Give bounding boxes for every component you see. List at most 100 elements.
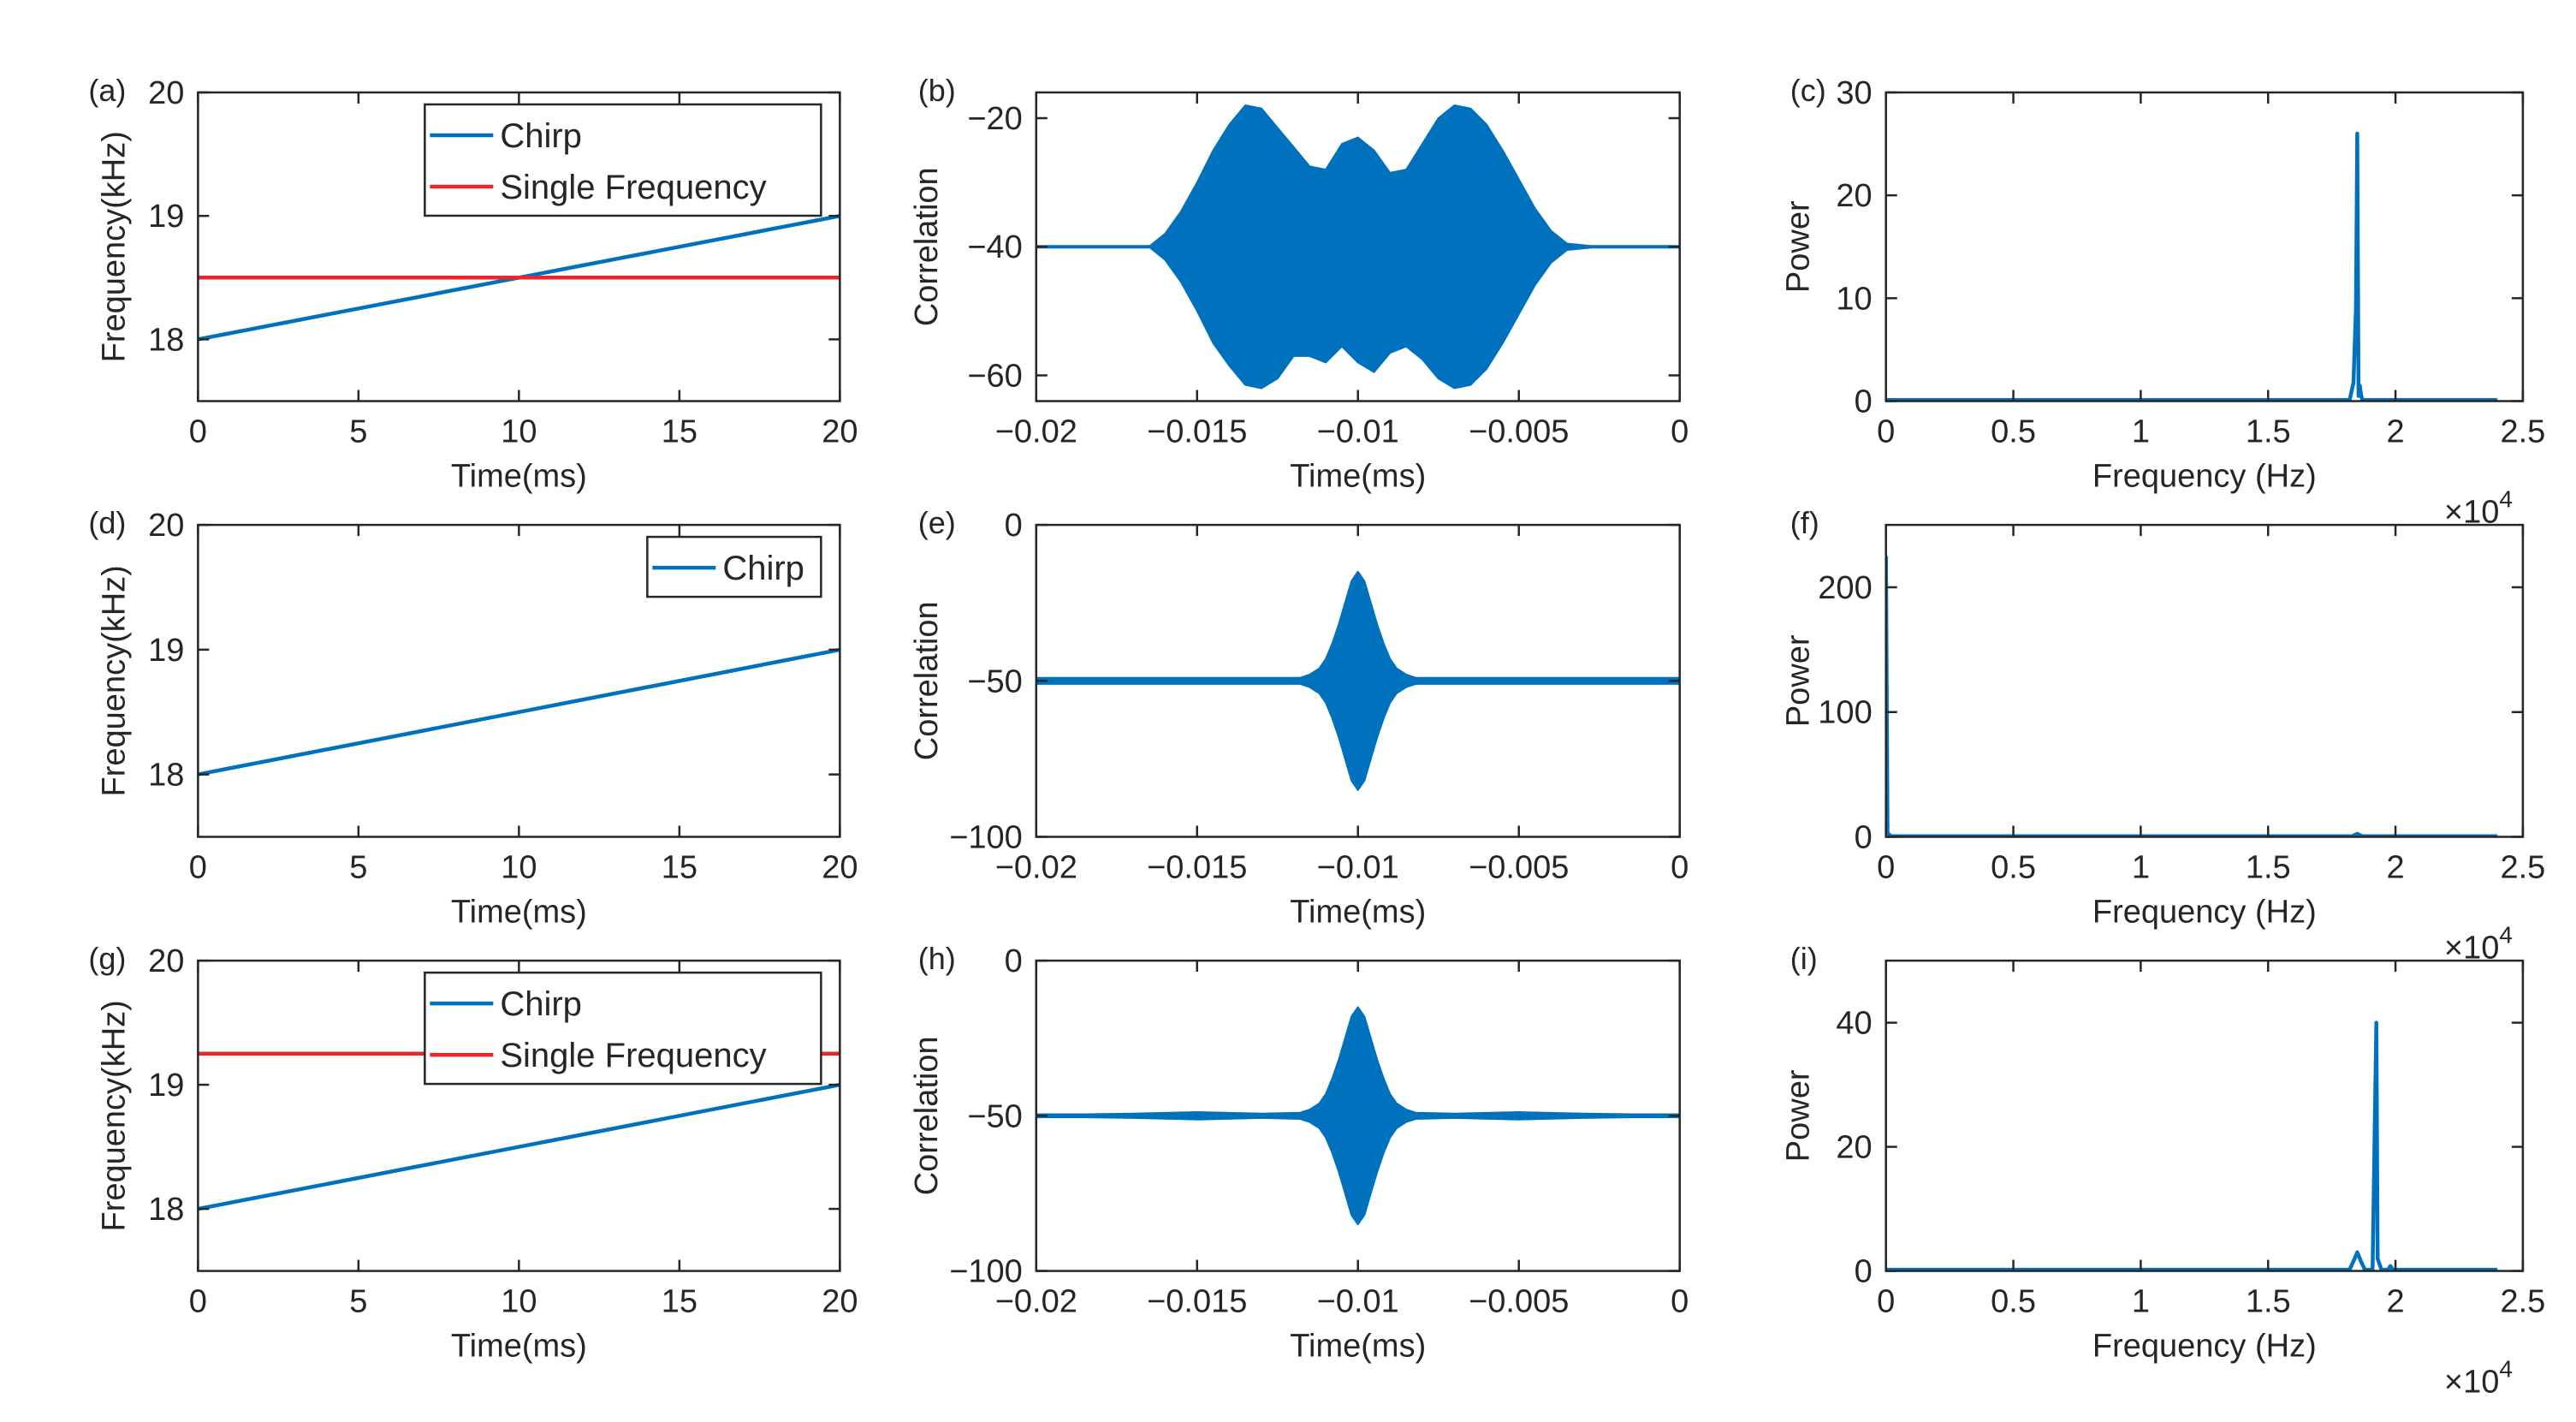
- chart-d: 0 5 10 15 20 18 19 20 Time(ms) Frequency(kHz) (d) C…: [88, 505, 858, 930]
- y-tick-label: −60: [967, 358, 1022, 394]
- y-tick-label: −100: [949, 1254, 1023, 1290]
- y-tick-label: 0: [1855, 384, 1873, 420]
- chart-f: 0 0.5 1 1.5 2 2.5 0 100 200 Frequency (Hz) Power (f…: [1781, 505, 2546, 966]
- x-tick-label: 0: [1671, 414, 1689, 450]
- x-multiplier-exponent: 4: [2499, 486, 2513, 513]
- y-tick-label: −50: [967, 663, 1022, 699]
- legend-label: Chirp: [722, 550, 804, 587]
- chart-h: −0.02 −0.015 −0.01 −0.005 0 −100 −50 0 Time(ms) C…: [909, 941, 1689, 1364]
- legend-label: Single Frequency: [500, 169, 766, 206]
- x-tick-label: 0: [1877, 414, 1895, 450]
- x-tick-label: 0: [189, 414, 207, 450]
- panel-letter: (g): [88, 941, 126, 976]
- x-tick-label: −0.005: [1469, 414, 1569, 450]
- x-tick-label: 1.5: [2246, 414, 2291, 450]
- power-spectrum-line: [1885, 1020, 2498, 1271]
- y-tick-label: 20: [1836, 1130, 1872, 1166]
- x-tick-label: 1: [2132, 1284, 2150, 1320]
- x-tick-label: 1.5: [2246, 849, 2291, 885]
- chart-c: 0 0.5 1 1.5 2 2.5 0 10 20 30 Frequency (Hz) Power (c…: [1781, 73, 2546, 531]
- y-tick-label: 10: [1836, 281, 1872, 317]
- x-tick-label: −0.02: [995, 1284, 1077, 1320]
- legend: Chirp Single Frequency: [424, 103, 822, 217]
- y-tick-label: 19: [148, 199, 184, 235]
- chart-b: −0.02 −0.015 −0.01 −0.005 0 −60 −40 −20 Time(ms)…: [909, 73, 1689, 495]
- legend-box: [424, 103, 822, 217]
- x-tick-label: 20: [822, 414, 858, 450]
- x-tick-label: −0.01: [1317, 849, 1399, 885]
- axes-box: [1885, 91, 2525, 402]
- x-axis-multiplier: ×104: [2444, 1356, 2513, 1401]
- x-axis-multiplier: ×104: [2444, 921, 2513, 966]
- legend: Chirp Single Frequency: [424, 971, 822, 1086]
- y-tick-label: 18: [148, 1192, 184, 1228]
- y-axis-label: Correlation: [909, 601, 945, 760]
- x-tick-label: 20: [822, 1284, 858, 1320]
- x-tick-label: 20: [822, 849, 858, 885]
- x-tick-label: 2: [2387, 849, 2405, 885]
- y-tick-label: 19: [148, 1068, 184, 1104]
- panel-letter: (c): [1790, 73, 1826, 108]
- chirp-line: [198, 1082, 840, 1211]
- panel-letter: (i): [1790, 941, 1818, 976]
- x-multiplier-base: ×10: [2444, 1365, 2499, 1401]
- panel-letter: (d): [88, 505, 126, 540]
- y-tick-label: 200: [1818, 570, 1872, 606]
- legend: Chirp: [646, 535, 822, 598]
- x-tick-label: −0.015: [1147, 849, 1247, 885]
- x-axis-label: Time(ms): [451, 459, 587, 495]
- axes-box: [1885, 959, 2525, 1272]
- x-tick-label: 15: [662, 849, 697, 885]
- y-tick-label: 19: [148, 633, 184, 669]
- y-axis-label: Frequency(kHz): [96, 131, 132, 362]
- x-tick-label: 2: [2387, 1284, 2405, 1320]
- chart-e: −0.02 −0.015 −0.01 −0.005 0 −100 −50 0 Time(ms) C…: [909, 505, 1689, 930]
- plot-area: [1885, 961, 2523, 1271]
- x-tick-label: 0: [189, 849, 207, 885]
- y-tick-label: 40: [1836, 1006, 1872, 1042]
- x-tick-label: 2.5: [2500, 414, 2545, 450]
- x-tick-label: −0.01: [1317, 1284, 1399, 1320]
- chart-a: 0 5 10 15 20 18 19 20 Time(ms) Frequency(kHz) (a) C…: [88, 73, 858, 495]
- legend-label: Single Frequency: [500, 1037, 766, 1074]
- y-tick-label: 0: [1005, 943, 1023, 979]
- y-tick-label: −50: [967, 1098, 1022, 1134]
- x-tick-label: 0: [1671, 849, 1689, 885]
- x-tick-label: 0.5: [1991, 414, 2036, 450]
- x-tick-label: 10: [501, 1284, 537, 1320]
- y-tick-label: 20: [148, 508, 184, 544]
- x-axis-label: Time(ms): [1290, 459, 1426, 495]
- x-tick-label: −0.005: [1469, 1284, 1569, 1320]
- panel-letter: (b): [918, 73, 956, 108]
- x-tick-label: −0.015: [1147, 414, 1247, 450]
- x-tick-label: 5: [349, 1284, 367, 1320]
- y-tick-label: 0: [1005, 508, 1023, 544]
- x-tick-label: 0.5: [1991, 849, 2036, 885]
- x-multiplier-exponent: 4: [2499, 921, 2513, 948]
- y-axis-label: Correlation: [909, 1036, 945, 1195]
- y-axis-label: Power: [1781, 1069, 1817, 1162]
- y-tick-label: −20: [967, 101, 1022, 137]
- x-tick-label: −0.005: [1469, 849, 1569, 885]
- y-tick-label: 20: [148, 75, 184, 111]
- x-tick-label: −0.015: [1147, 1284, 1247, 1320]
- y-tick-label: −40: [967, 229, 1022, 265]
- legend-label: Chirp: [500, 117, 582, 155]
- panel-letter: (f): [1790, 505, 1819, 540]
- plot-content: [1885, 1020, 2498, 1271]
- y-axis-label: Frequency(kHz): [96, 1000, 132, 1231]
- x-axis-label: Time(ms): [1290, 1329, 1426, 1365]
- chart-g: 0 5 10 15 20 18 19 20 Time(ms) Frequency(kHz) (g) C…: [88, 941, 858, 1364]
- x-tick-label: 1.5: [2246, 1284, 2291, 1320]
- y-axis-label: Power: [1781, 200, 1817, 293]
- x-tick-label: 15: [662, 414, 697, 450]
- x-tick-label: 2.5: [2500, 1284, 2545, 1320]
- x-axis-label: Frequency (Hz): [2092, 459, 2317, 495]
- x-tick-label: 5: [349, 414, 367, 450]
- x-tick-label: 0: [1671, 1284, 1689, 1320]
- x-axis-label: Time(ms): [451, 894, 587, 930]
- plot-area: [1885, 525, 2523, 837]
- x-tick-label: 2: [2387, 414, 2405, 450]
- y-tick-label: 20: [1836, 178, 1872, 214]
